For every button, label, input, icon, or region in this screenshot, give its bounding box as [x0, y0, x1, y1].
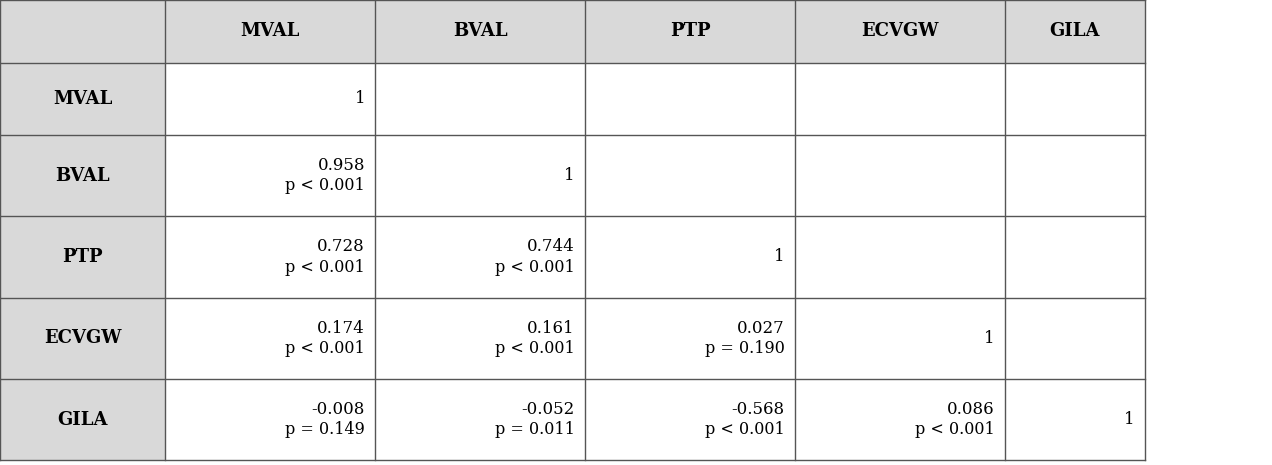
- Bar: [165, 298, 375, 379]
- Text: 1: 1: [355, 90, 365, 107]
- Bar: [375, 135, 585, 216]
- Text: 1: 1: [985, 330, 995, 347]
- Bar: [585, 63, 795, 135]
- Bar: [1005, 0, 1145, 63]
- Text: p = 0.190: p = 0.190: [705, 340, 785, 357]
- Bar: [1005, 135, 1145, 216]
- Bar: [1005, 298, 1145, 379]
- Text: -0.568: -0.568: [731, 401, 785, 418]
- Bar: [375, 0, 585, 63]
- Bar: [375, 298, 585, 379]
- Bar: [585, 379, 795, 460]
- Bar: [0, 63, 165, 135]
- Text: 0.086: 0.086: [948, 401, 995, 418]
- Bar: [165, 63, 375, 135]
- Bar: [585, 216, 795, 298]
- Text: p < 0.001: p < 0.001: [705, 421, 785, 438]
- Text: p < 0.001: p < 0.001: [285, 177, 365, 194]
- Bar: [585, 0, 795, 63]
- Text: PTP: PTP: [62, 248, 103, 266]
- Bar: [375, 63, 585, 135]
- Bar: [375, 216, 585, 298]
- Bar: [795, 298, 1005, 379]
- Bar: [795, 379, 1005, 460]
- Bar: [795, 216, 1005, 298]
- Text: 1: 1: [775, 248, 785, 266]
- Bar: [0, 298, 165, 379]
- Bar: [0, 216, 165, 298]
- Text: p = 0.149: p = 0.149: [285, 421, 365, 438]
- Text: GILA: GILA: [1049, 22, 1100, 40]
- Text: 1: 1: [1124, 411, 1135, 428]
- Bar: [165, 0, 375, 63]
- Text: 0.161: 0.161: [528, 319, 575, 337]
- Bar: [795, 63, 1005, 135]
- Bar: [795, 0, 1005, 63]
- Text: p < 0.001: p < 0.001: [495, 259, 575, 276]
- Text: 0.958: 0.958: [318, 157, 365, 174]
- Bar: [0, 0, 165, 63]
- Text: 0.027: 0.027: [736, 319, 785, 337]
- Text: BVAL: BVAL: [453, 22, 508, 40]
- Bar: [1005, 63, 1145, 135]
- Text: 1: 1: [565, 167, 575, 184]
- Text: ECVGW: ECVGW: [861, 22, 939, 40]
- Bar: [0, 135, 165, 216]
- Text: 0.174: 0.174: [317, 319, 365, 337]
- Bar: [585, 298, 795, 379]
- Text: p < 0.001: p < 0.001: [285, 259, 365, 276]
- Text: -0.008: -0.008: [312, 401, 365, 418]
- Text: p < 0.001: p < 0.001: [285, 340, 365, 357]
- Text: GILA: GILA: [57, 411, 108, 429]
- Bar: [0, 379, 165, 460]
- Text: p = 0.011: p = 0.011: [495, 421, 575, 438]
- Text: 0.728: 0.728: [317, 238, 365, 255]
- Bar: [1005, 379, 1145, 460]
- Bar: [1005, 216, 1145, 298]
- Bar: [375, 379, 585, 460]
- Text: p < 0.001: p < 0.001: [495, 340, 575, 357]
- Bar: [165, 379, 375, 460]
- Text: 0.744: 0.744: [527, 238, 575, 255]
- Text: PTP: PTP: [670, 22, 710, 40]
- Bar: [165, 216, 375, 298]
- Bar: [585, 135, 795, 216]
- Text: MVAL: MVAL: [53, 90, 112, 108]
- Bar: [165, 135, 375, 216]
- Text: MVAL: MVAL: [240, 22, 300, 40]
- Text: ECVGW: ECVGW: [45, 329, 121, 347]
- Text: p < 0.001: p < 0.001: [915, 421, 995, 438]
- Text: BVAL: BVAL: [56, 166, 109, 185]
- Text: -0.052: -0.052: [522, 401, 575, 418]
- Bar: [795, 135, 1005, 216]
